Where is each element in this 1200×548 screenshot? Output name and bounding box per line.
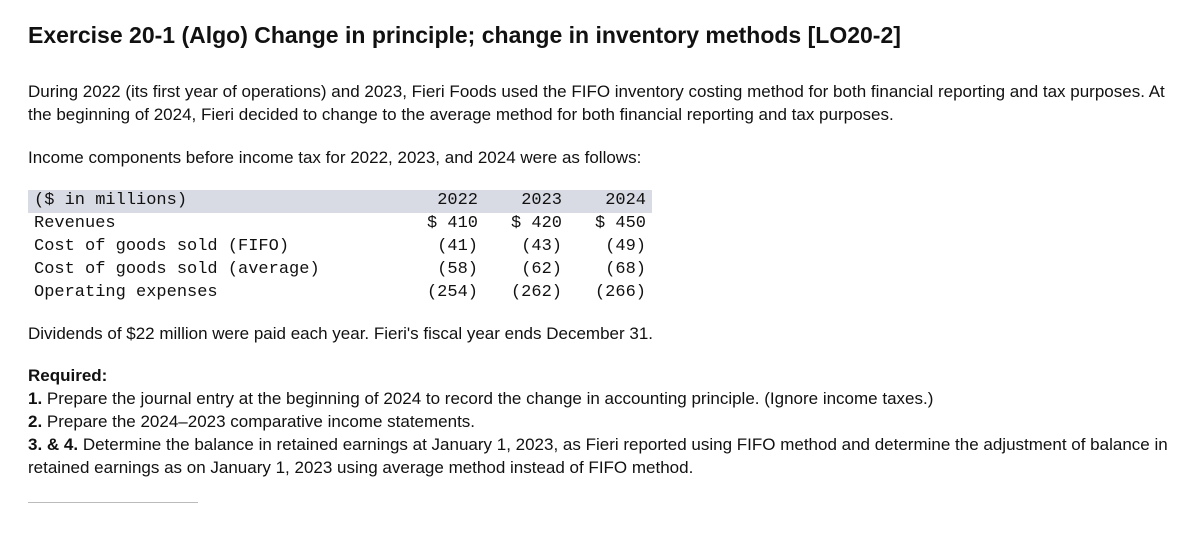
col-year-0: 2022 xyxy=(400,190,484,213)
row-cell: (68) xyxy=(568,259,652,282)
income-table: ($ in millions) 2022 2023 2024 Revenues … xyxy=(28,190,652,305)
required-block: Required: 1. Prepare the journal entry a… xyxy=(28,365,1172,480)
table-row: Revenues $ 410 $ 420 $ 450 xyxy=(28,213,652,236)
exercise-title: Exercise 20-1 (Algo) Change in principle… xyxy=(28,20,1172,51)
row-cell: $ 450 xyxy=(568,213,652,236)
req-text: Determine the balance in retained earnin… xyxy=(28,435,1168,477)
dividends-paragraph: Dividends of $22 million were paid each … xyxy=(28,323,1172,346)
income-table-wrap: ($ in millions) 2022 2023 2024 Revenues … xyxy=(28,190,1172,305)
req-num: 2. xyxy=(28,412,42,431)
row-cell: (254) xyxy=(400,282,484,305)
row-cell: (266) xyxy=(568,282,652,305)
table-row: Cost of goods sold (average) (58) (62) (… xyxy=(28,259,652,282)
row-cell: (62) xyxy=(484,259,568,282)
table-header-label: ($ in millions) xyxy=(28,190,400,213)
row-cell: $ 420 xyxy=(484,213,568,236)
row-cell: $ 410 xyxy=(400,213,484,236)
table-row: Cost of goods sold (FIFO) (41) (43) (49) xyxy=(28,236,652,259)
req-text: Prepare the 2024–2023 comparative income… xyxy=(47,412,475,431)
row-cell: (262) xyxy=(484,282,568,305)
row-cell: (58) xyxy=(400,259,484,282)
table-header-row: ($ in millions) 2022 2023 2024 xyxy=(28,190,652,213)
requirement-item: 3. & 4. Determine the balance in retaine… xyxy=(28,434,1172,480)
bottom-rule xyxy=(28,502,198,503)
col-year-1: 2023 xyxy=(484,190,568,213)
req-num: 1. xyxy=(28,389,42,408)
lead-in-paragraph: Income components before income tax for … xyxy=(28,147,1172,170)
table-row: Operating expenses (254) (262) (266) xyxy=(28,282,652,305)
req-text: Prepare the journal entry at the beginni… xyxy=(47,389,933,408)
req-num: 3. & 4. xyxy=(28,435,78,454)
row-cell: (43) xyxy=(484,236,568,259)
intro-paragraph: During 2022 (its first year of operation… xyxy=(28,81,1172,127)
row-label: Cost of goods sold (average) xyxy=(28,259,400,282)
col-year-2: 2024 xyxy=(568,190,652,213)
required-heading: Required: xyxy=(28,365,1172,388)
row-label: Revenues xyxy=(28,213,400,236)
requirement-item: 1. Prepare the journal entry at the begi… xyxy=(28,388,1172,411)
row-cell: (49) xyxy=(568,236,652,259)
row-label: Operating expenses xyxy=(28,282,400,305)
requirement-item: 2. Prepare the 2024–2023 comparative inc… xyxy=(28,411,1172,434)
row-cell: (41) xyxy=(400,236,484,259)
row-label: Cost of goods sold (FIFO) xyxy=(28,236,400,259)
